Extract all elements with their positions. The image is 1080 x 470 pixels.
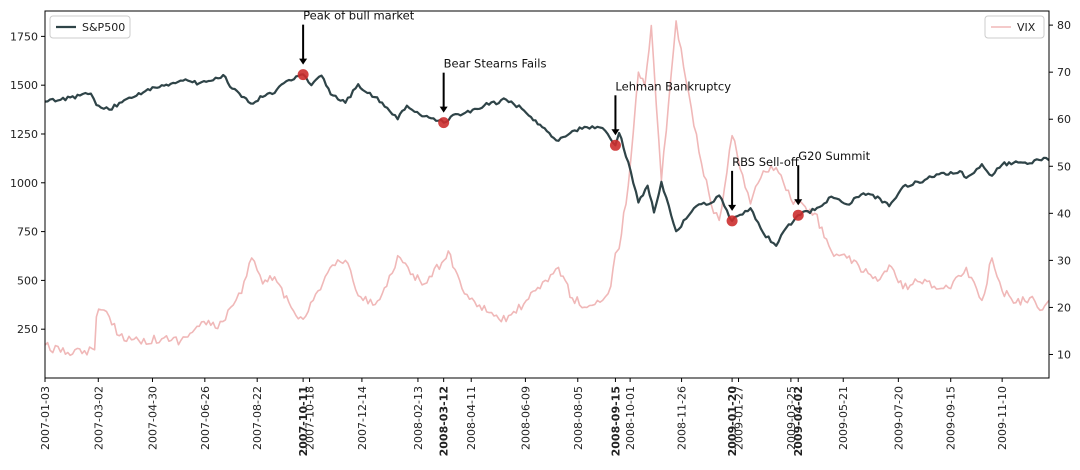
x-tick-label: 2009-09-15 xyxy=(945,386,958,450)
left-y-tick-label: 1750 xyxy=(10,30,38,43)
vix-series-line xyxy=(44,20,1050,357)
event-annotation: Lehman Bankruptcy xyxy=(615,79,731,93)
x-tick-label: 2008-06-09 xyxy=(519,386,532,450)
event-marker xyxy=(438,117,450,129)
right-y-tick-label: 50 xyxy=(1057,160,1071,173)
event-annotation: Bear Stearns Fails xyxy=(444,57,547,71)
event-annotation: G20 Summit xyxy=(798,149,870,163)
x-tick-label: 2008-10-01 xyxy=(624,386,637,450)
x-tick-label: 2008-08-05 xyxy=(572,386,585,450)
plot-frame xyxy=(44,10,1050,379)
x-tick-label: 2007-08-22 xyxy=(251,386,264,450)
left-y-tick-label: 750 xyxy=(17,226,38,239)
left-y-tick-label: 1500 xyxy=(10,79,38,92)
event-date-label: 2008-03-12 xyxy=(438,386,451,456)
legend-box xyxy=(984,15,1045,39)
legend-label: VIX xyxy=(1017,21,1036,34)
event-marker xyxy=(792,209,804,221)
left-y-tick-label: 1250 xyxy=(10,128,38,141)
event-marker xyxy=(609,139,621,151)
legend-box xyxy=(49,15,131,39)
x-tick-label: 2008-02-13 xyxy=(412,386,425,450)
right-y-tick-label: 80 xyxy=(1057,19,1071,32)
event-marker xyxy=(726,215,738,227)
event-annotation: Peak of bull market xyxy=(303,9,415,23)
right-y-tick-label: 10 xyxy=(1057,348,1071,361)
x-tick-label: 2007-10-18 xyxy=(304,386,317,450)
x-tick-label: 2007-06-26 xyxy=(199,386,212,450)
x-tick-label: 2009-05-21 xyxy=(837,386,850,450)
event-date-label: 2008-09-15 xyxy=(609,386,622,456)
x-tick-label: 2007-03-02 xyxy=(92,386,105,450)
right-y-tick-label: 70 xyxy=(1057,66,1071,79)
event-date-label: 2007-10-11 xyxy=(297,386,310,456)
left-y-tick-label: 250 xyxy=(17,323,38,336)
right-y-tick-label: 60 xyxy=(1057,113,1071,126)
right-y-tick-label: 30 xyxy=(1057,254,1071,267)
x-tick-label: 2009-11-10 xyxy=(996,386,1009,450)
event-arrow-head xyxy=(439,106,448,113)
event-annotation: RBS Sell-off xyxy=(732,155,800,169)
right-y-tick-label: 40 xyxy=(1057,207,1071,220)
event-marker xyxy=(297,69,309,81)
left-y-tick-label: 1000 xyxy=(10,177,38,190)
event-date-label: 2009-01-20 xyxy=(726,386,739,457)
event-arrow-head xyxy=(794,199,803,206)
legend-label: S&P500 xyxy=(82,21,125,34)
x-tick-label: 2007-01-03 xyxy=(39,386,52,450)
event-arrow-head xyxy=(728,204,737,211)
event-arrow-head xyxy=(299,58,308,65)
x-tick-label: 2008-04-11 xyxy=(465,386,478,450)
x-tick-label: 2008-11-26 xyxy=(676,386,689,450)
event-arrow-head xyxy=(611,129,620,136)
x-tick-label: 2007-12-14 xyxy=(356,386,369,450)
right-y-tick-label: 20 xyxy=(1057,301,1071,314)
sp500-series-line xyxy=(44,73,1050,247)
x-tick-label: 2009-01-27 xyxy=(733,386,746,450)
x-tick-label: 2007-04-30 xyxy=(146,386,159,450)
event-date-label: 2009-04-02 xyxy=(792,386,805,456)
x-tick-label: 2009-07-20 xyxy=(892,386,905,450)
left-y-tick-label: 500 xyxy=(17,274,38,287)
x-tick-label: 2009-03-25 xyxy=(785,386,798,450)
